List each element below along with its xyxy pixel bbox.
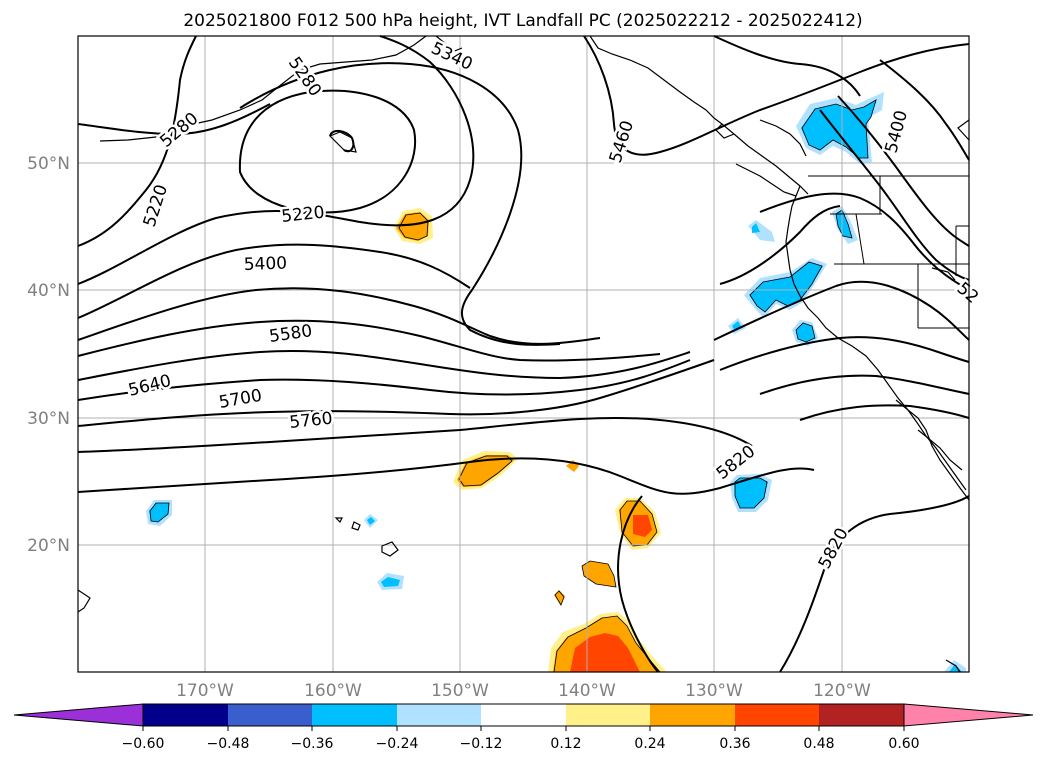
colorbar-extend-high [903,703,1034,727]
contour-label: 5400 [243,253,287,274]
colorbar-frame [142,703,905,727]
colorbar-bin [819,704,904,726]
colorbar-bin [566,704,650,726]
colorbar-tick-label: −0.60 [122,736,165,752]
colorbar-tick-label: −0.48 [207,736,250,752]
figure-title: 2025021800 F012 500 hPa height, IVT Land… [183,11,862,31]
borders [808,175,969,329]
lat-label-40n: 40°N [27,281,70,301]
ivt-shading [146,92,966,673]
colorbar-bin [481,704,566,726]
colorbar-tick-label: 0.12 [550,736,581,752]
colorbar-bin [312,704,397,726]
lat-label-30n: 30°N [27,409,70,429]
colorbar-bin [735,704,819,726]
lon-label-120w: 120°W [813,681,871,701]
colorbar-bin [650,704,735,726]
map-frame [77,35,970,673]
colorbar-tick-label: −0.24 [376,736,419,752]
latitude-labels: 50°N 40°N 30°N 20°N [27,154,70,556]
positive-anomalies [394,208,665,672]
negative-anomalies [146,92,966,672]
colorbar-tick-label: 0.60 [888,736,919,752]
height-contours [77,35,970,673]
lon-label-170w: 170°W [176,681,234,701]
colorbar-bin [228,704,312,726]
lon-label-150w: 150°W [431,681,489,701]
gridlines [78,36,969,672]
colorbar-tick-label: 0.24 [634,736,665,752]
lon-label-130w: 130°W [685,681,743,701]
colorbar-tick-label: 0.36 [719,736,750,752]
colorbar-ticks [142,726,905,731]
lat-label-20n: 20°N [27,536,70,556]
lon-label-160w: 160°W [304,681,362,701]
colorbar-tick-label: 0.48 [803,736,834,752]
colorbar-bin [143,704,228,726]
lon-label-140w: 140°W [558,681,616,701]
lat-label-50n: 50°N [27,154,70,174]
colorbar: −0.60 −0.48 −0.36 −0.24 −0.12 0.12 0.24 … [13,703,1034,752]
colorbar-tick-label: −0.12 [460,736,503,752]
colorbar-extend-low [13,703,144,727]
colorbar-tick-label: −0.36 [291,736,334,752]
longitude-labels: 170°W 160°W 150°W 140°W 130°W 120°W [176,681,871,701]
colorbar-bin [397,704,481,726]
map-panel: 5280 5340 5280 5220 5220 5460 5400 5400 … [77,35,985,673]
